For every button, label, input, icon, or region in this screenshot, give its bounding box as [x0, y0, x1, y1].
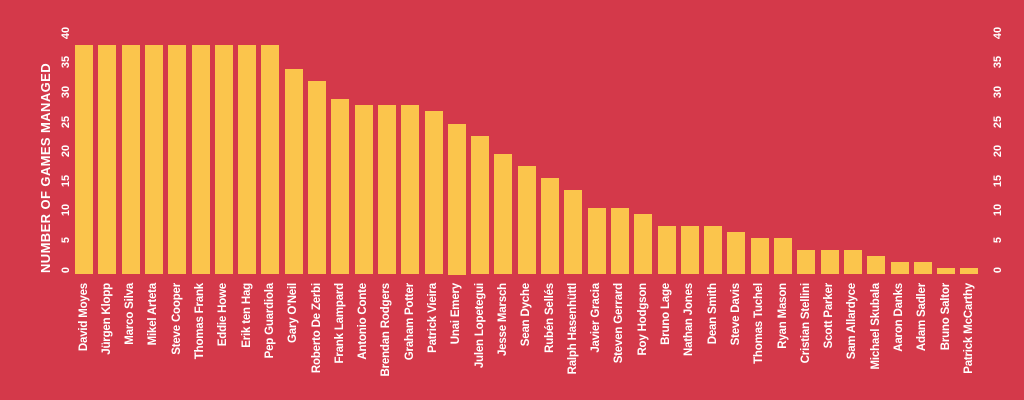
- x-axis-label: Cristian Stellini: [799, 283, 812, 364]
- x-axis-label: Thomas Tuchel: [753, 283, 766, 364]
- y-axis-tick: 10: [992, 204, 1004, 217]
- x-axis-label: Unai Emery: [450, 283, 463, 345]
- chart-bar: [704, 226, 723, 275]
- chart-bar: [75, 44, 93, 275]
- y-axis-tick: 0: [59, 266, 72, 273]
- chart-bar: [634, 214, 653, 275]
- y-axis-tick: 15: [59, 174, 72, 187]
- y-axis-tick: 10: [59, 204, 72, 217]
- x-axis-label: Erik ten Hag: [240, 283, 253, 348]
- chart-bar: [867, 256, 886, 275]
- chart-bar: [564, 189, 583, 275]
- y-axis-tick: 30: [59, 85, 72, 99]
- x-axis-label: Pep Guardiola: [263, 283, 276, 359]
- x-axis-label: Sam Allardyce: [846, 283, 859, 360]
- chart-bar: [377, 105, 396, 275]
- x-axis-label: Aaron Danks: [893, 283, 905, 352]
- x-axis-label: Bruno Saltor: [939, 283, 952, 351]
- y-axis-tick: 15: [992, 174, 1004, 187]
- x-axis-label: Ralph Hasenhüttl: [566, 283, 579, 375]
- chart-bar: [774, 238, 792, 275]
- x-axis-label: Bruno Lage: [660, 283, 672, 345]
- x-axis-label: Scott Parker: [823, 283, 836, 349]
- x-axis-label: Brendan Rodgers: [380, 283, 393, 377]
- chart-bar: [587, 208, 606, 275]
- x-axis-label: Sean Dyche: [520, 283, 533, 347]
- x-axis-label: Graham Potter: [403, 283, 416, 361]
- x-axis-label: Nathan Jones: [683, 283, 696, 357]
- x-axis-label: David Moyes: [77, 283, 90, 352]
- chart-bar: [331, 99, 350, 275]
- chart-bar: [610, 208, 629, 275]
- y-axis-tick: 5: [992, 236, 1004, 243]
- chart-bar: [913, 262, 932, 275]
- x-axis-label: Marco Silva: [124, 283, 137, 345]
- y-axis-tick: 25: [59, 115, 72, 128]
- chart-bar: [121, 44, 140, 275]
- y-axis-tick: 20: [992, 144, 1004, 158]
- y-axis-title: NUMBER OF GAMES MANAGED: [38, 63, 53, 273]
- chart-bar: [890, 262, 909, 275]
- x-axis-label: Patrick McCarthy: [962, 283, 975, 374]
- x-axis-label: Javier Gracia: [590, 283, 603, 353]
- chart-bar: [680, 226, 699, 275]
- chart-bar: [144, 44, 163, 275]
- chart-bar: [937, 268, 956, 275]
- chart-bar: [308, 81, 326, 275]
- y-axis-tick: 30: [992, 85, 1004, 99]
- x-axis-label: Ryan Mason: [776, 283, 789, 349]
- x-axis-label: Adam Sadler: [916, 283, 929, 352]
- y-axis-tick: 5: [59, 236, 72, 243]
- chart-bar: [424, 111, 443, 275]
- x-axis-label: Jürgen Klopp: [100, 283, 113, 355]
- chart-bar: [238, 44, 257, 275]
- chart-bar: [168, 44, 187, 275]
- chart-bar: [471, 135, 490, 275]
- x-axis-label: Steve Cooper: [170, 283, 183, 355]
- chart-bar: [191, 44, 210, 275]
- chart-bar: [657, 226, 676, 275]
- y-axis-tick: 35: [992, 56, 1004, 69]
- chart-bar: [517, 165, 536, 275]
- chart-bar: [261, 44, 280, 275]
- y-axis-tick: 40: [59, 26, 72, 39]
- chart-bar: [354, 105, 373, 275]
- chart-bar: [727, 232, 746, 275]
- x-axis-label: Steven Gerrard: [613, 283, 626, 364]
- chart-bar: [820, 250, 839, 275]
- y-axis-tick: 40: [992, 26, 1004, 39]
- chart-bar: [750, 238, 769, 275]
- x-axis-label: Roy Hodgson: [636, 283, 649, 356]
- y-axis-tick: 25: [992, 115, 1004, 128]
- y-axis-tick: 0: [992, 266, 1004, 273]
- x-axis-label: Rubén Sellés: [543, 283, 556, 353]
- x-axis-label: Antonio Conte: [357, 283, 370, 360]
- chart-bar: [98, 44, 117, 275]
- x-axis-label: Julen Lopetegui: [473, 283, 486, 369]
- x-axis-label: Dean Smith: [706, 283, 719, 345]
- chart-bar: [214, 44, 233, 275]
- x-axis-label: Gary O'Neil: [287, 283, 300, 343]
- x-axis-label: Michael Skubala: [869, 283, 882, 370]
- x-axis-label: Patrick Vieira: [427, 283, 439, 353]
- x-axis-label: Frank Lampard: [333, 283, 346, 364]
- chart-bar: [447, 123, 466, 275]
- chart-bar: [284, 69, 303, 275]
- chart-bar: [960, 268, 979, 275]
- x-axis-label: Mikel Arteta: [147, 283, 160, 346]
- chart-bar: [494, 153, 513, 275]
- x-axis-label: Roberto De Zerbi: [310, 283, 323, 374]
- x-axis-label: Thomas Frank: [194, 283, 206, 360]
- chart-bar: [843, 250, 862, 275]
- x-axis-label: Jesse Marsch: [496, 283, 509, 357]
- y-axis-tick: 20: [59, 144, 72, 158]
- chart-bar: [541, 177, 559, 275]
- x-axis-label: Steve Davis: [729, 283, 742, 346]
- y-axis-tick: 35: [59, 56, 72, 69]
- chart-bar: [797, 250, 816, 275]
- chart-bar: [401, 105, 420, 275]
- x-axis-label: Eddie Howe: [217, 283, 230, 347]
